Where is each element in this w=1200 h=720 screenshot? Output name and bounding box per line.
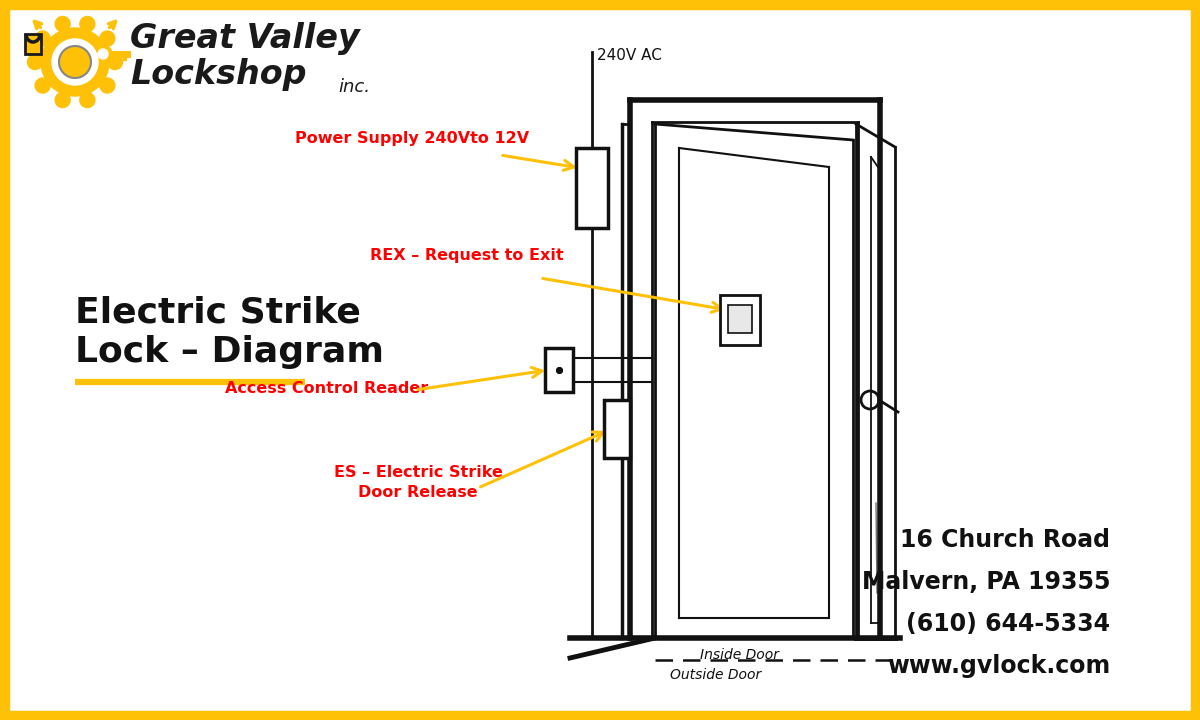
Circle shape bbox=[59, 46, 91, 78]
Text: Inside Door: Inside Door bbox=[700, 648, 779, 662]
Circle shape bbox=[55, 93, 70, 107]
Circle shape bbox=[28, 55, 42, 70]
Text: Access Control Reader: Access Control Reader bbox=[226, 380, 428, 395]
Text: (610) 644-5334: (610) 644-5334 bbox=[906, 612, 1110, 636]
Text: Door Release: Door Release bbox=[358, 485, 478, 500]
Text: ES – Electric Strike: ES – Electric Strike bbox=[334, 464, 503, 480]
Text: inc.: inc. bbox=[338, 78, 370, 96]
Bar bbox=[720, 295, 760, 345]
Circle shape bbox=[98, 49, 108, 59]
Bar bbox=[545, 348, 574, 392]
Text: Lock – Diagram: Lock – Diagram bbox=[74, 335, 384, 369]
Circle shape bbox=[94, 45, 112, 63]
Bar bbox=[576, 148, 608, 228]
Text: REX – Request to Exit: REX – Request to Exit bbox=[370, 248, 564, 263]
Circle shape bbox=[100, 78, 115, 93]
Circle shape bbox=[80, 93, 95, 107]
Text: Outside Door: Outside Door bbox=[670, 668, 761, 682]
Bar bbox=[728, 305, 752, 333]
Bar bbox=[604, 400, 630, 458]
Text: Great Valley: Great Valley bbox=[130, 22, 360, 55]
Text: www.gvlock.com: www.gvlock.com bbox=[887, 654, 1110, 678]
Text: Malvern, PA 19355: Malvern, PA 19355 bbox=[862, 570, 1110, 594]
Circle shape bbox=[41, 28, 109, 96]
Circle shape bbox=[52, 39, 98, 85]
Text: 240V AC: 240V AC bbox=[598, 48, 662, 63]
Text: Electric Strike: Electric Strike bbox=[74, 295, 361, 329]
Circle shape bbox=[35, 78, 50, 93]
Text: 16 Church Road: 16 Church Road bbox=[900, 528, 1110, 552]
Circle shape bbox=[35, 31, 50, 46]
Text: Power Supply 240Vto 12V: Power Supply 240Vto 12V bbox=[295, 130, 529, 145]
Circle shape bbox=[80, 17, 95, 32]
Text: Lockshop: Lockshop bbox=[130, 58, 306, 91]
Bar bbox=[25, 34, 41, 54]
Circle shape bbox=[100, 31, 115, 46]
Circle shape bbox=[55, 17, 70, 32]
Circle shape bbox=[108, 55, 122, 70]
